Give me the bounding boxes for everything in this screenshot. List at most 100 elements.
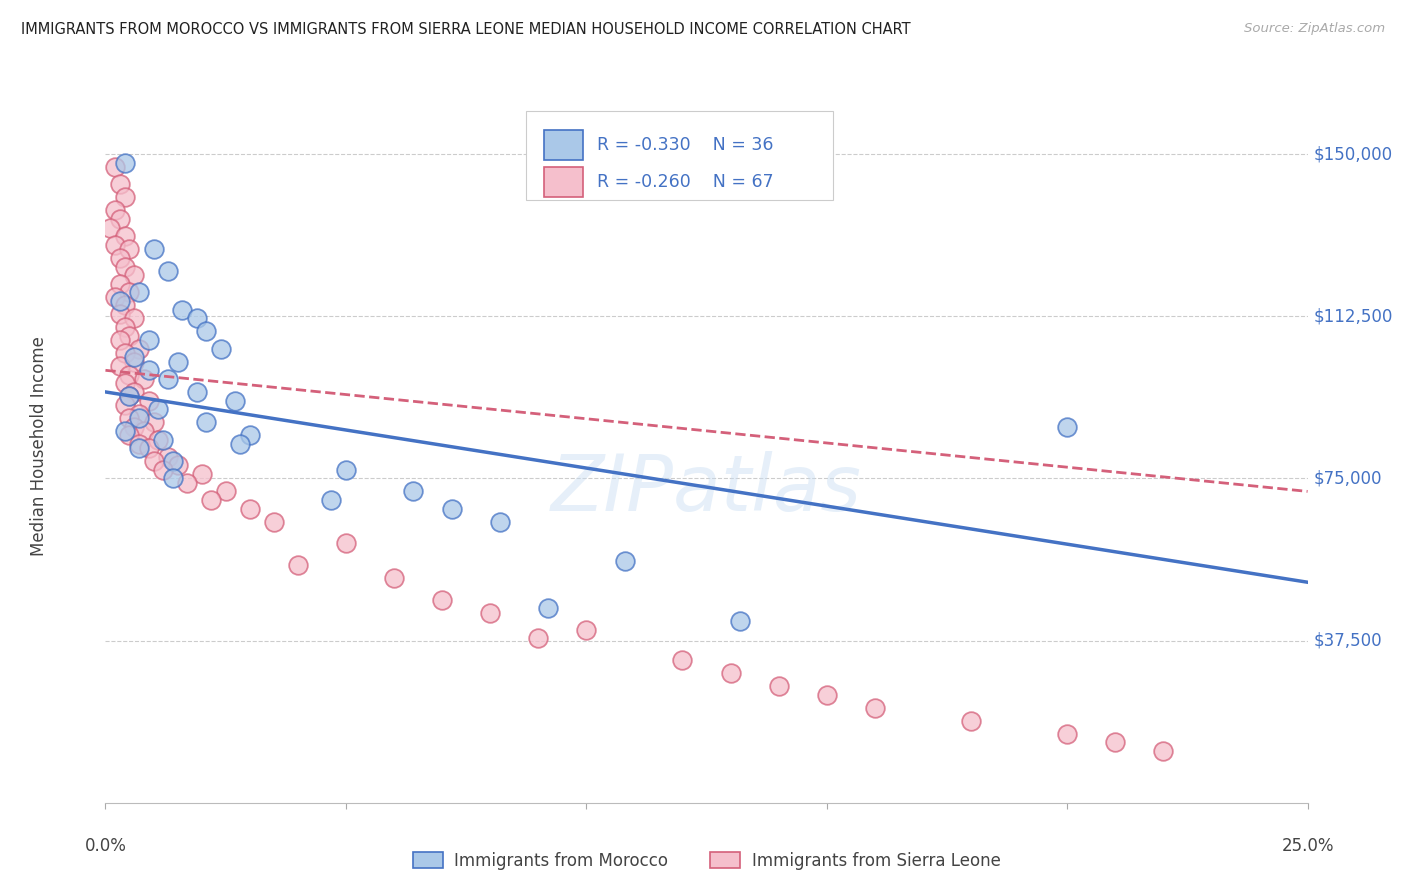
Point — [166, 354, 188, 368]
Point — [108, 178, 131, 192]
Text: Source: ZipAtlas.com: Source: ZipAtlas.com — [1244, 22, 1385, 36]
Point — [104, 160, 127, 174]
Point — [200, 493, 222, 508]
Point — [239, 428, 262, 442]
Point — [114, 376, 136, 391]
Point — [176, 475, 198, 490]
Point — [152, 463, 174, 477]
Text: ZIPatlas: ZIPatlas — [551, 450, 862, 527]
Point — [728, 614, 751, 628]
Point — [118, 242, 141, 256]
Point — [186, 311, 208, 326]
Text: $37,500: $37,500 — [1313, 632, 1382, 649]
Point — [479, 606, 502, 620]
Point — [138, 333, 160, 347]
Point — [287, 558, 309, 572]
Point — [124, 354, 146, 368]
Point — [108, 307, 131, 321]
Point — [108, 277, 131, 291]
FancyBboxPatch shape — [526, 111, 832, 200]
Point — [960, 714, 983, 728]
Point — [124, 419, 146, 434]
Point — [239, 501, 262, 516]
Point — [128, 342, 150, 356]
Point — [114, 229, 136, 244]
Point — [575, 623, 598, 637]
Point — [108, 211, 131, 226]
Point — [138, 441, 160, 455]
Point — [142, 242, 165, 256]
Point — [527, 632, 550, 646]
Point — [402, 484, 425, 499]
Point — [138, 393, 160, 408]
Point — [162, 471, 184, 485]
Text: R = -0.330    N = 36: R = -0.330 N = 36 — [598, 136, 773, 154]
Text: Median Household Income: Median Household Income — [31, 336, 48, 556]
Point — [156, 372, 179, 386]
Point — [190, 467, 212, 482]
Point — [863, 700, 886, 714]
Point — [1056, 419, 1078, 434]
Point — [118, 368, 141, 382]
Point — [118, 285, 141, 300]
Point — [128, 285, 150, 300]
Point — [114, 298, 136, 312]
Point — [156, 450, 179, 464]
Text: R = -0.260    N = 67: R = -0.260 N = 67 — [598, 173, 773, 191]
Point — [108, 359, 131, 373]
Point — [118, 389, 141, 403]
Text: $75,000: $75,000 — [1313, 469, 1382, 487]
Point — [118, 328, 141, 343]
Point — [124, 351, 146, 365]
Point — [537, 601, 560, 615]
Point — [114, 320, 136, 334]
Point — [156, 264, 179, 278]
Point — [488, 515, 510, 529]
Point — [229, 437, 252, 451]
Point — [335, 463, 357, 477]
Point — [138, 363, 160, 377]
Point — [1104, 735, 1126, 749]
Point — [430, 592, 453, 607]
Point — [382, 571, 405, 585]
Point — [440, 501, 463, 516]
Point — [128, 407, 150, 421]
Point — [152, 433, 174, 447]
Point — [118, 410, 141, 425]
Point — [142, 415, 165, 429]
Point — [114, 155, 136, 169]
Bar — [544, 130, 582, 160]
Point — [1056, 726, 1078, 740]
Point — [108, 294, 131, 309]
Text: $150,000: $150,000 — [1313, 145, 1393, 163]
Point — [98, 220, 121, 235]
Point — [108, 251, 131, 265]
Point — [114, 346, 136, 360]
Point — [1152, 744, 1174, 758]
Point — [104, 290, 127, 304]
Point — [124, 311, 146, 326]
Point — [124, 268, 146, 282]
Point — [224, 393, 246, 408]
Point — [148, 433, 170, 447]
Point — [114, 190, 136, 204]
Point — [132, 372, 155, 386]
Point — [209, 342, 232, 356]
Text: $112,500: $112,500 — [1313, 307, 1393, 326]
Point — [214, 484, 236, 499]
Point — [335, 536, 357, 550]
Point — [142, 454, 165, 468]
Point — [128, 437, 150, 451]
Bar — [544, 167, 582, 197]
Point — [172, 302, 194, 317]
Point — [114, 398, 136, 412]
Point — [768, 679, 790, 693]
Point — [815, 688, 838, 702]
Point — [195, 415, 218, 429]
Point — [148, 402, 170, 417]
Point — [321, 493, 343, 508]
Point — [186, 384, 208, 399]
Point — [128, 441, 150, 455]
Point — [124, 384, 146, 399]
Point — [114, 260, 136, 274]
